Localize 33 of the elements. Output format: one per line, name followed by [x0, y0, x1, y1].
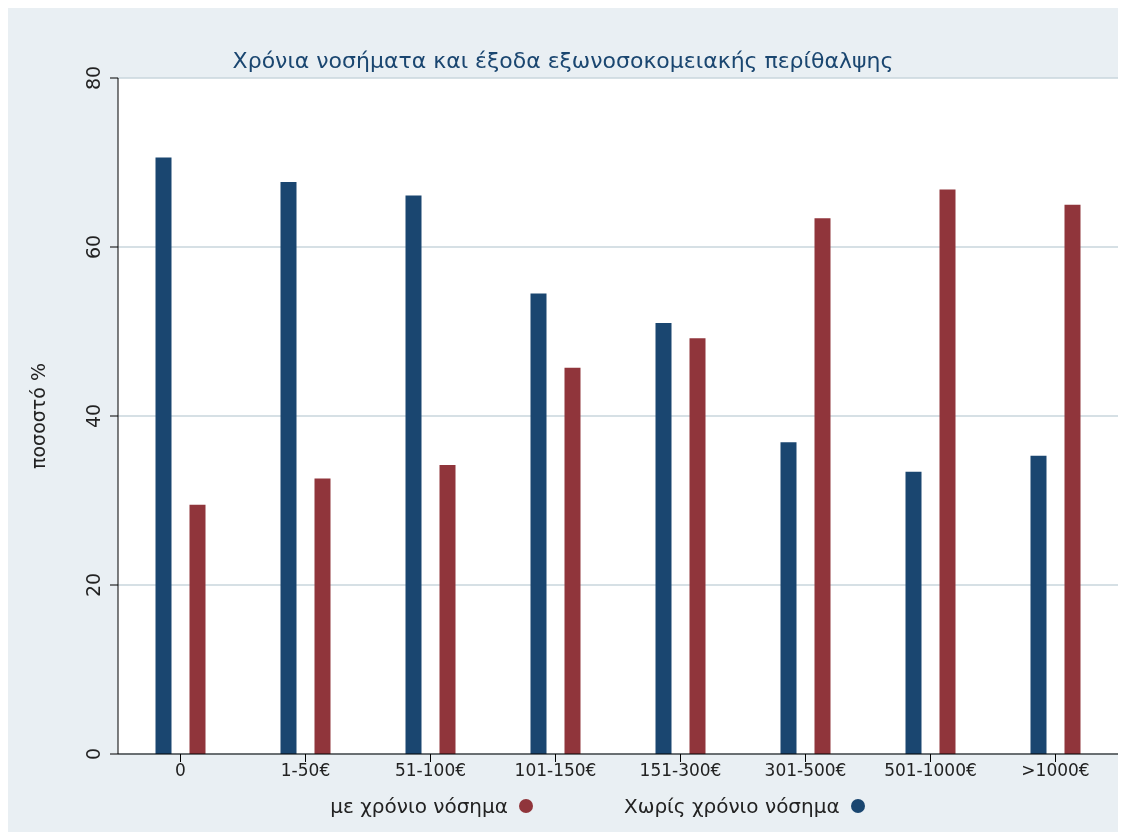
- bar: [439, 465, 456, 754]
- bar: [1030, 455, 1047, 754]
- bar: [530, 293, 547, 754]
- bar: [939, 189, 956, 754]
- y-tick-label: 20: [82, 572, 104, 598]
- y-axis-title: ποσοστό %: [26, 363, 49, 469]
- y-tick-label: 80: [82, 65, 104, 91]
- x-tick-label: 151-300€: [639, 760, 722, 781]
- chart-title: Χρόνια νοσήματα και έξοδα εξωνοσοκομειακής περίθαλψης: [232, 48, 894, 73]
- bar: [155, 157, 172, 754]
- y-tick-label: 60: [82, 234, 104, 260]
- x-tick-label: >1000€: [1021, 760, 1090, 781]
- legend-label: Χωρίς χρόνιο νόσημα: [623, 794, 841, 818]
- y-tick-label: 40: [82, 403, 104, 429]
- y-tick-label: 0: [82, 747, 104, 761]
- legend-label: με χρόνιο νόσημα: [330, 794, 509, 818]
- x-tick-label: 0: [175, 760, 186, 781]
- bar: [1064, 204, 1081, 754]
- bar: [564, 367, 581, 754]
- bar: [280, 181, 297, 754]
- bar: [655, 323, 672, 754]
- bar: [905, 471, 922, 754]
- x-tick-label: 501-1000€: [884, 760, 977, 781]
- bar: [780, 442, 797, 754]
- x-tick-label: 301-500€: [764, 760, 847, 781]
- x-tick-label: 1-50€: [280, 760, 331, 781]
- bar: [189, 504, 206, 754]
- x-tick-label: 101-150€: [514, 760, 597, 781]
- bar: [689, 338, 706, 754]
- x-tick-label: 51-100€: [394, 760, 467, 781]
- bar: [405, 195, 422, 754]
- bar: [314, 478, 331, 754]
- bar: [814, 218, 831, 754]
